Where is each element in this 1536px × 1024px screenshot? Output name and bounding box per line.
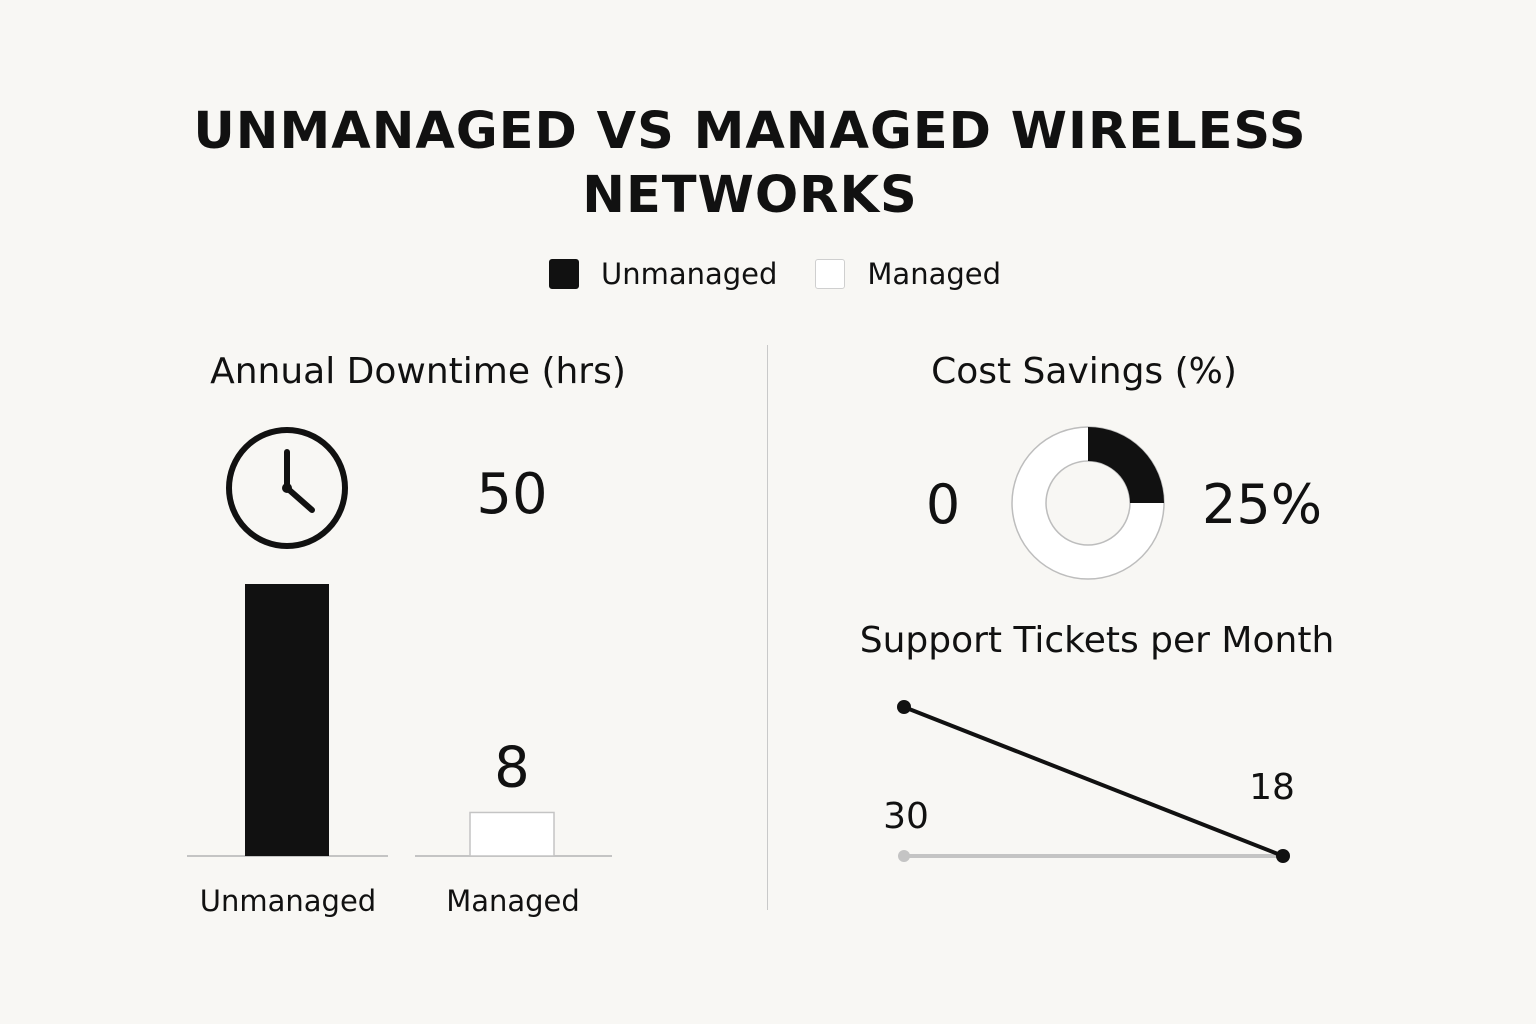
line-value-label-start: 30: [883, 796, 929, 837]
legend: Unmanaged Managed: [0, 252, 1536, 296]
panel-divider: [767, 345, 768, 910]
x-tick-label-managed: Managed: [446, 884, 580, 918]
bar-unmanaged: [245, 584, 329, 856]
support-tickets-title: Support Tickets per Month: [860, 620, 1335, 661]
legend-swatch-managed: [815, 259, 846, 289]
downtime-title: Annual Downtime (hrs): [210, 351, 626, 392]
line-point-start: [897, 700, 911, 714]
line-series-tickets: [903, 705, 1284, 858]
bar-managed: [469, 811, 555, 857]
page-title: UNMANAGED VS MANAGED WIRELESS NETWORKS: [193, 102, 1307, 225]
legend-label-managed: Managed: [867, 257, 1002, 291]
donut-value-label-unmanaged: 0: [926, 473, 960, 536]
legend-item-unmanaged: Unmanaged: [548, 257, 778, 291]
line-point-end: [1276, 849, 1290, 863]
bar-value-label-unmanaged: 50: [476, 462, 547, 527]
donut-slice-managed: [1088, 427, 1164, 503]
clock-icon: [226, 427, 348, 549]
donut-value-label-managed: 25%: [1202, 473, 1322, 536]
x-tick-label-unmanaged: Unmanaged: [200, 884, 376, 918]
line-value-label-end: 18: [1249, 767, 1295, 808]
cost-savings-title: Cost Savings (%): [931, 351, 1237, 392]
legend-swatch-unmanaged: [548, 259, 579, 289]
bar-value-label-managed: 8: [494, 735, 530, 800]
line-point-baseline-start: [898, 850, 910, 862]
legend-label-unmanaged: Unmanaged: [600, 257, 778, 291]
legend-item-managed: Managed: [815, 257, 1001, 291]
